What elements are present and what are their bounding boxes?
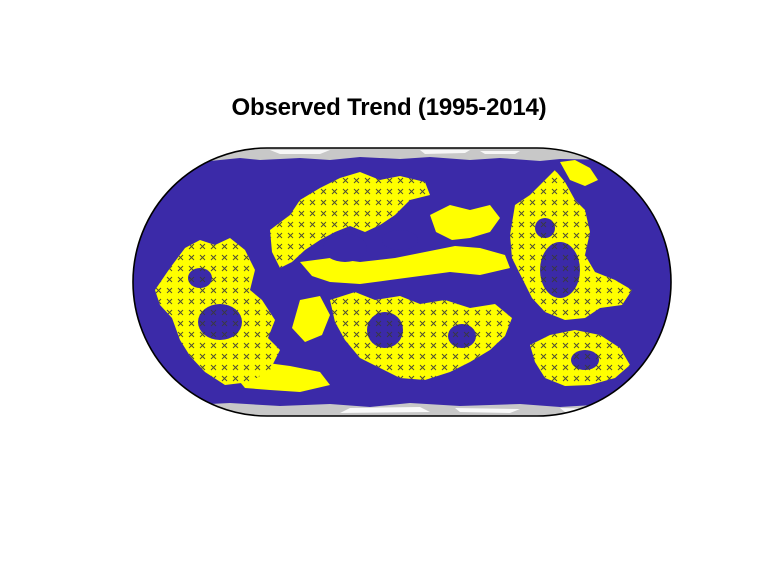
hatch-west: [155, 238, 280, 385]
map-title: Observed Trend (1995-2014): [231, 94, 547, 121]
hatch-southeast: [530, 330, 630, 386]
arctic-ice-highlight: [270, 150, 520, 154]
significance-hatching: [155, 170, 632, 386]
sig-region-north-mid: [430, 205, 500, 240]
sig-region-center-band: [300, 246, 510, 284]
arctic-ice-mask: [133, 148, 671, 162]
sea-ice-mask: [133, 148, 671, 416]
map-frame: [132, 147, 672, 417]
sig-region-northeast-sliver: [560, 160, 598, 186]
hatch-east: [510, 170, 632, 320]
map-field: [133, 148, 671, 416]
hatch-north-arc: [270, 172, 430, 268]
antarctic-ice-highlight: [340, 407, 610, 413]
hatch-south-central: [330, 292, 512, 380]
sig-region-south-central-2: [292, 296, 330, 342]
hole-north-2: [382, 230, 418, 250]
hole-north: [323, 234, 367, 262]
